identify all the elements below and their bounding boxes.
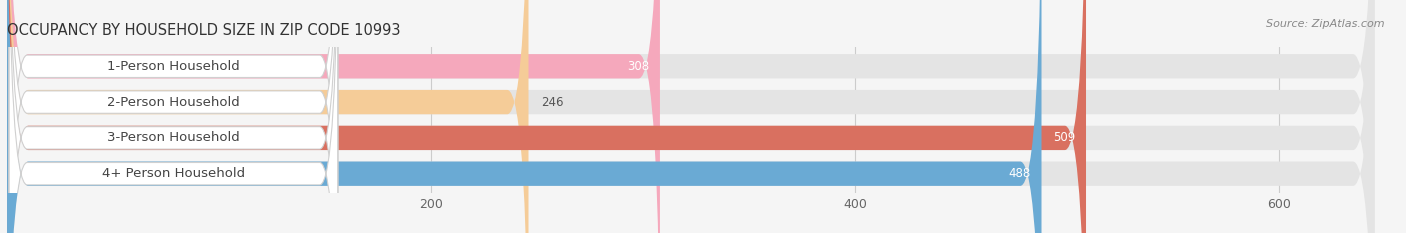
Text: OCCUPANCY BY HOUSEHOLD SIZE IN ZIP CODE 10993: OCCUPANCY BY HOUSEHOLD SIZE IN ZIP CODE … <box>7 24 401 38</box>
FancyBboxPatch shape <box>7 0 529 233</box>
FancyBboxPatch shape <box>7 0 1085 233</box>
FancyBboxPatch shape <box>7 0 1042 233</box>
FancyBboxPatch shape <box>10 0 337 233</box>
FancyBboxPatch shape <box>7 0 1374 233</box>
Text: 2-Person Household: 2-Person Household <box>107 96 240 109</box>
FancyBboxPatch shape <box>10 0 337 233</box>
Text: 308: 308 <box>627 60 650 73</box>
Text: 488: 488 <box>1008 167 1031 180</box>
Text: 509: 509 <box>1053 131 1076 144</box>
Text: Source: ZipAtlas.com: Source: ZipAtlas.com <box>1267 19 1385 29</box>
Text: 3-Person Household: 3-Person Household <box>107 131 240 144</box>
Text: 4+ Person Household: 4+ Person Household <box>101 167 245 180</box>
FancyBboxPatch shape <box>10 0 337 233</box>
FancyBboxPatch shape <box>7 0 659 233</box>
Text: 1-Person Household: 1-Person Household <box>107 60 240 73</box>
FancyBboxPatch shape <box>7 0 1374 233</box>
FancyBboxPatch shape <box>10 0 337 233</box>
Text: 246: 246 <box>541 96 564 109</box>
FancyBboxPatch shape <box>7 0 1374 233</box>
FancyBboxPatch shape <box>7 0 1374 233</box>
